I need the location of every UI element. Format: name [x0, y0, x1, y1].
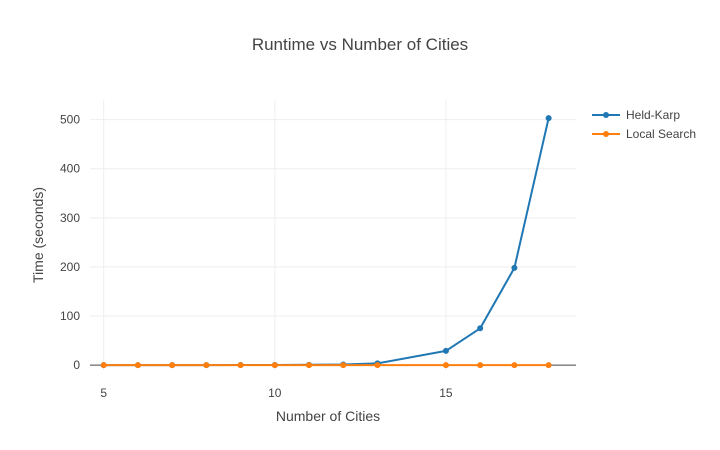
legend-marker-icon	[603, 131, 609, 137]
data-point[interactable]	[442, 362, 449, 369]
legend-label: Local Search	[626, 127, 696, 141]
data-point[interactable]	[374, 362, 381, 369]
y-tick-label: 400	[60, 162, 80, 176]
data-point[interactable]	[511, 264, 518, 271]
data-point[interactable]	[511, 362, 518, 369]
data-point[interactable]	[545, 362, 552, 369]
y-axis-title: Time (seconds)	[30, 187, 46, 283]
series-layer	[100, 115, 552, 369]
x-tick-label: 10	[268, 386, 282, 400]
y-tick-label: 500	[60, 113, 80, 127]
data-point[interactable]	[545, 115, 552, 122]
data-point[interactable]	[477, 325, 484, 332]
y-tick-label: 100	[60, 309, 80, 323]
legend-marker-icon	[603, 112, 609, 118]
data-point[interactable]	[203, 362, 210, 369]
data-point[interactable]	[134, 362, 141, 369]
data-point[interactable]	[100, 362, 107, 369]
data-point[interactable]	[340, 362, 347, 369]
data-point[interactable]	[169, 362, 176, 369]
legend-item-held-karp[interactable]: Held-Karp	[592, 108, 680, 122]
legend-label: Held-Karp	[626, 108, 680, 122]
x-tick-label: 5	[100, 386, 107, 400]
chart-title: Runtime vs Number of Cities	[252, 35, 468, 54]
x-tick-label: 15	[439, 386, 453, 400]
data-point[interactable]	[442, 347, 449, 354]
y-tick-label: 200	[60, 260, 80, 274]
data-point[interactable]	[271, 362, 278, 369]
legend[interactable]: Held-Karp Local Search	[592, 108, 696, 141]
y-tick-label: 300	[60, 211, 80, 225]
legend-item-local-search[interactable]: Local Search	[592, 127, 696, 141]
x-axis-title: Number of Cities	[276, 408, 380, 424]
y-tick-label: 0	[73, 358, 80, 372]
tick-labels: 0 100 200 300 400 500 5 10 15	[60, 113, 453, 400]
data-point[interactable]	[237, 362, 244, 369]
series-held-karp	[100, 115, 552, 369]
data-point[interactable]	[306, 362, 313, 369]
grid-layer	[90, 100, 576, 370]
data-point[interactable]	[477, 362, 484, 369]
series-local-search	[100, 362, 552, 369]
